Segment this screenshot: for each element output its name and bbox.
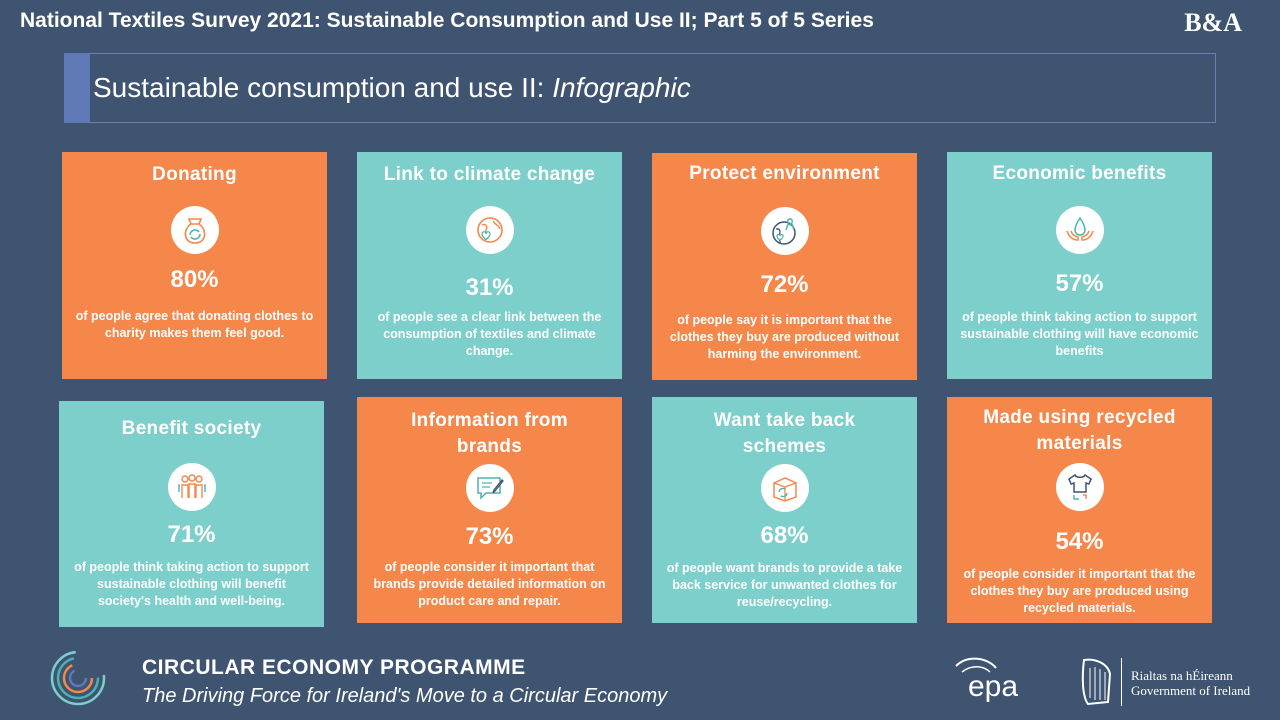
earth-ribbon-icon (760, 207, 809, 255)
hands-droplet-icon (1055, 206, 1104, 254)
card-percent: 80% (170, 266, 219, 293)
subtitle-accent-bar (64, 53, 90, 123)
gov-line-english: Government of Ireland (1131, 683, 1251, 698)
card-percent: 54% (1055, 528, 1104, 555)
subtitle-italic: Infographic (552, 72, 691, 103)
card-title: Made using recycled materials (983, 407, 1176, 454)
card-description: of people want brands to provide a take … (666, 561, 903, 609)
recycled-shirt-icon (1055, 463, 1104, 511)
message-pen-icon (465, 464, 514, 512)
harp-emblem (1081, 658, 1112, 706)
card-percent: 68% (760, 522, 809, 549)
card-percent: 73% (465, 523, 514, 550)
gov-divider (1121, 658, 1122, 706)
card-percent: 72% (760, 271, 809, 298)
card-economic-benefits: Economic benefits 57% of people think ta… (947, 152, 1212, 379)
card-description: of people consider it important that the… (963, 567, 1196, 615)
page-header-title: National Textiles Survey 2021: Sustainab… (20, 9, 874, 32)
card-donating: Donating 80% of people agree that donati… (62, 152, 327, 379)
subtitle-main: Sustainable consumption and use II: (93, 72, 553, 103)
footer-tagline: The Driving Force for Ireland's Move to … (142, 685, 668, 707)
card-recycled-materials: Made using recycled materials 54% of peo… (947, 397, 1212, 623)
card-climate-change: Link to climate change 31% of people see… (357, 152, 622, 379)
card-title: Information from brands (411, 410, 568, 457)
card-title: Protect environment (689, 163, 880, 184)
card-title: Donating (152, 164, 237, 185)
card-title: Benefit society (121, 418, 262, 439)
gov-line-irish: Rialtas na hÉireann (1131, 668, 1233, 683)
card-description: of people consider it important that bra… (373, 560, 606, 608)
card-take-back-schemes: Want take back schemes 68% of people wan… (652, 397, 917, 623)
recycle-box-icon (760, 464, 809, 512)
people-group-icon (167, 463, 216, 511)
card-title: Link to climate change (383, 164, 596, 185)
card-percent: 57% (1055, 270, 1104, 297)
donation-bag-icon (170, 206, 219, 254)
ba-logo: B&A (1184, 8, 1242, 37)
section-subtitle: Sustainable consumption and use II: Info… (93, 72, 691, 104)
card-description: of people see a clear link between the c… (377, 310, 602, 358)
card-benefit-society: Benefit society 71% of people think taki… (59, 401, 324, 627)
card-protect-environment: Protect environment 72% of people say it… (652, 153, 917, 380)
card-description: of people think taking action to support… (74, 560, 309, 608)
card-title: Want take back schemes (713, 410, 856, 457)
epa-logo: epa (948, 652, 1058, 708)
card-description: of people say it is important that the c… (669, 313, 900, 361)
card-title: Economic benefits (992, 163, 1167, 184)
card-percent: 71% (167, 521, 216, 548)
card-description: of people think taking action to support… (960, 310, 1199, 358)
globe-heart-icon (465, 206, 514, 254)
epa-logo-text: epa (968, 670, 1018, 703)
card-percent: 31% (465, 274, 514, 301)
government-of-ireland-text: Rialtas na hÉireann Government of Irelan… (1131, 668, 1250, 698)
footer-programme-title: CIRCULAR ECONOMY PROGRAMME (142, 656, 526, 679)
card-information-from-brands: Information from brands 73% of people co… (357, 397, 622, 623)
circular-economy-logo (50, 650, 106, 706)
card-description: of people agree that donating clothes to… (75, 309, 314, 340)
